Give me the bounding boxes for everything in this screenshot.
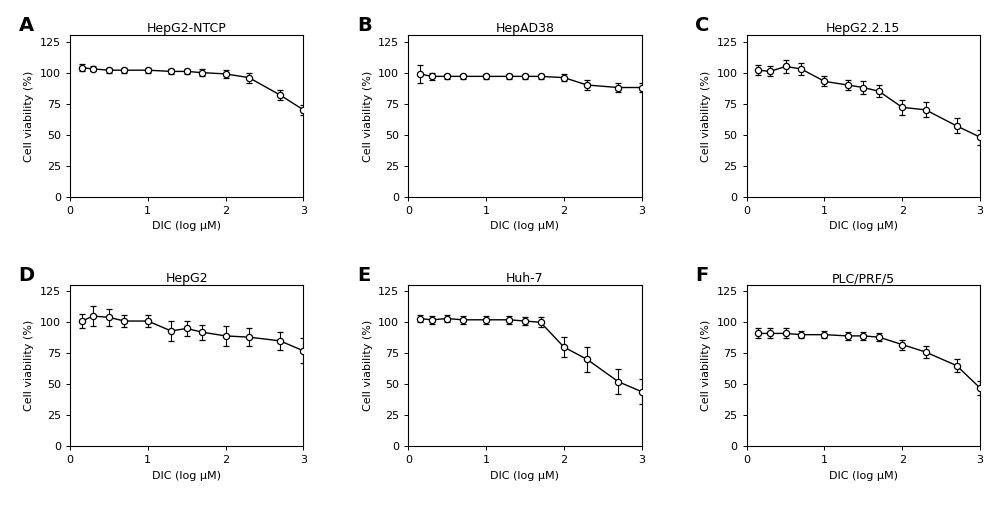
Y-axis label: Cell viability (%): Cell viability (%) [363, 70, 373, 162]
Y-axis label: Cell viability (%): Cell viability (%) [701, 70, 711, 162]
Title: PLC/PRF/5: PLC/PRF/5 [832, 272, 895, 285]
Title: HepG2-NTCP: HepG2-NTCP [147, 22, 227, 35]
Text: D: D [19, 266, 35, 285]
Title: HepG2: HepG2 [165, 272, 208, 285]
Y-axis label: Cell viability (%): Cell viability (%) [363, 320, 373, 411]
X-axis label: DIC (log μM): DIC (log μM) [490, 470, 560, 481]
Title: HepAD38: HepAD38 [496, 22, 554, 35]
X-axis label: DIC (log μM): DIC (log μM) [152, 470, 221, 481]
Text: F: F [695, 266, 709, 285]
Text: E: E [357, 266, 370, 285]
X-axis label: DIC (log μM): DIC (log μM) [829, 470, 898, 481]
Text: C: C [695, 16, 710, 35]
Y-axis label: Cell viability (%): Cell viability (%) [24, 70, 34, 162]
Y-axis label: Cell viability (%): Cell viability (%) [701, 320, 711, 411]
Text: A: A [19, 16, 34, 35]
Title: HepG2.2.15: HepG2.2.15 [826, 22, 901, 35]
X-axis label: DIC (log μM): DIC (log μM) [490, 221, 560, 231]
X-axis label: DIC (log μM): DIC (log μM) [152, 221, 221, 231]
Text: B: B [357, 16, 372, 35]
X-axis label: DIC (log μM): DIC (log μM) [829, 221, 898, 231]
Title: Huh-7: Huh-7 [506, 272, 544, 285]
Y-axis label: Cell viability (%): Cell viability (%) [24, 320, 34, 411]
